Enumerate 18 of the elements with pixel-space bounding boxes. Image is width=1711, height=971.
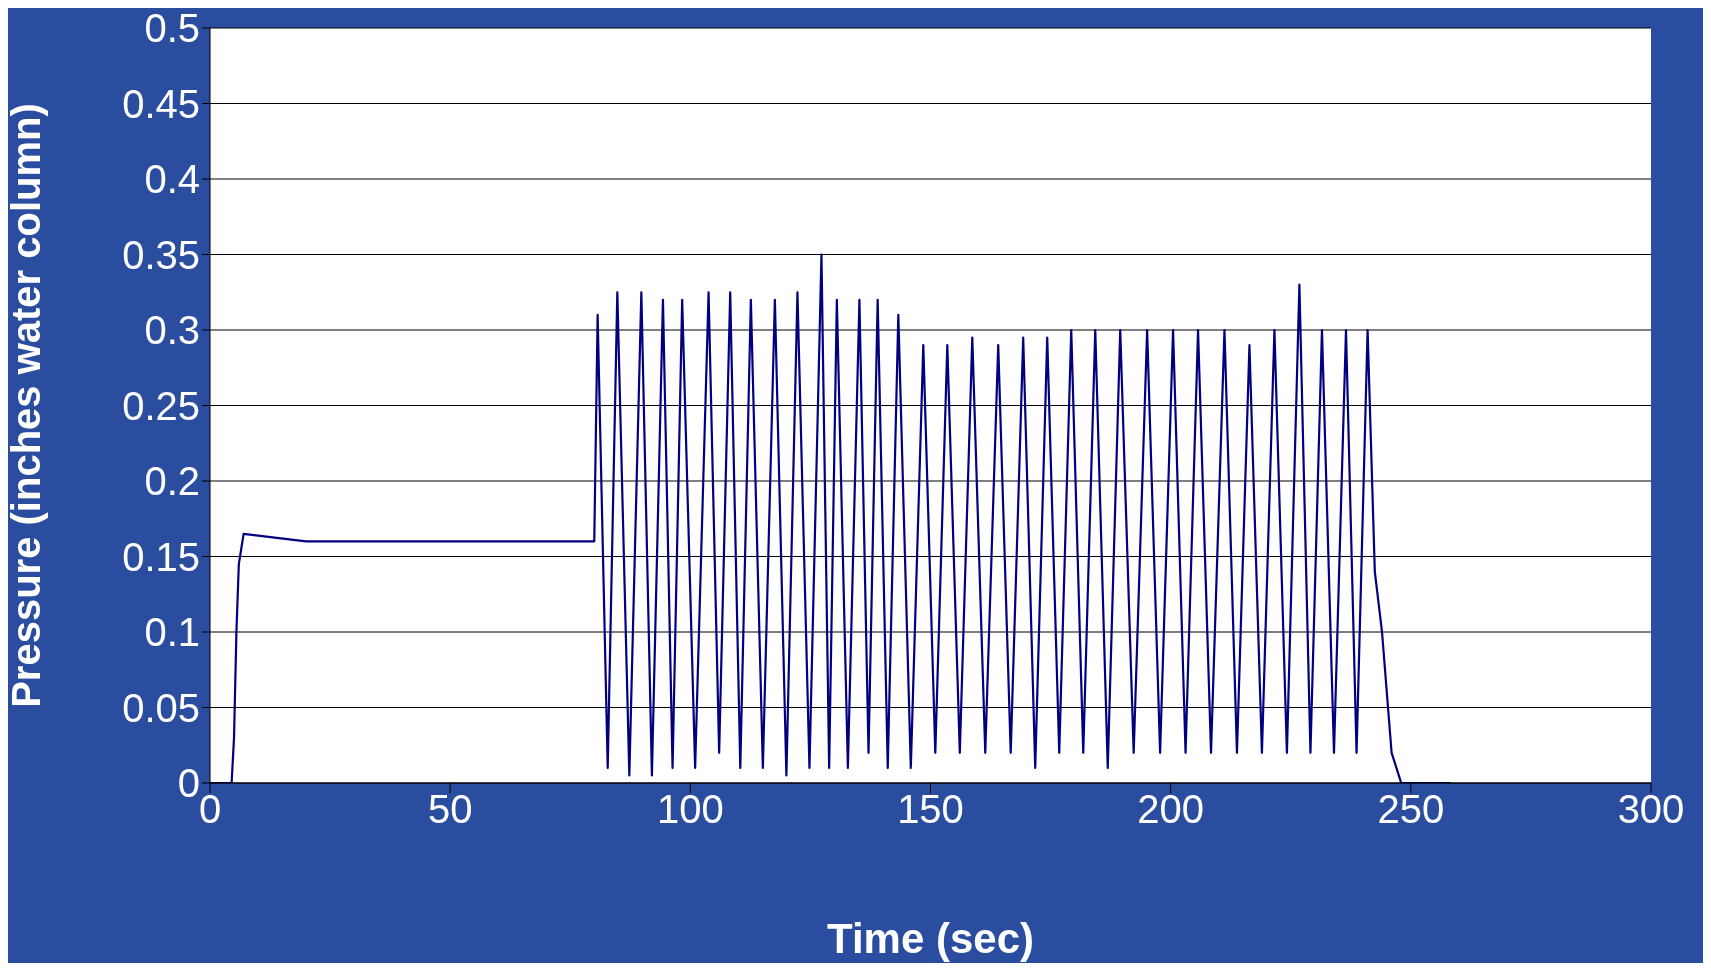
x-tick-label: 200 bbox=[1137, 787, 1205, 832]
y-tick-label: 0.25 bbox=[122, 383, 200, 428]
y-tick-label: 0.5 bbox=[144, 6, 200, 51]
y-tick-label: 0.35 bbox=[122, 232, 200, 277]
x-tick-label: 100 bbox=[656, 787, 724, 832]
y-tick-label: 0.45 bbox=[122, 81, 200, 126]
y-tick-label: 0.05 bbox=[122, 685, 200, 730]
x-tick-label: 50 bbox=[427, 787, 473, 832]
y-tick-label: 0.3 bbox=[144, 308, 200, 353]
x-tick-label: 250 bbox=[1377, 787, 1445, 832]
x-tick-label: 300 bbox=[1617, 787, 1685, 832]
x-tick-label: 150 bbox=[897, 787, 964, 832]
x-axis-title: Time (sec) bbox=[827, 915, 1034, 962]
y-tick-label: 0.2 bbox=[144, 459, 200, 504]
y-tick-label: 0.1 bbox=[144, 610, 200, 655]
y-tick-label: 0.15 bbox=[122, 534, 200, 579]
y-axis-title: Pressure (inches water column) bbox=[4, 103, 49, 708]
y-tick-label: 0.4 bbox=[144, 157, 200, 202]
